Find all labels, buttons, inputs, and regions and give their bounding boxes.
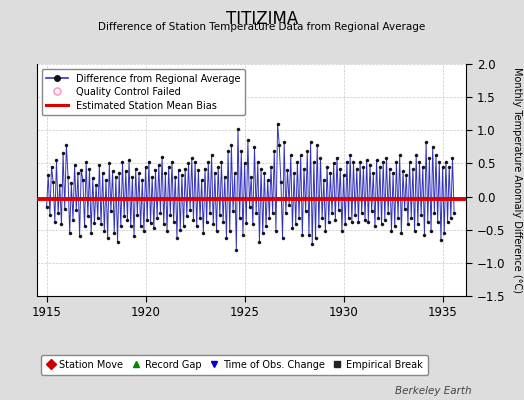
Text: Berkeley Earth: Berkeley Earth bbox=[395, 386, 472, 396]
Y-axis label: Monthly Temperature Anomaly Difference (°C): Monthly Temperature Anomaly Difference (… bbox=[512, 67, 522, 293]
Text: TITIZIMA: TITIZIMA bbox=[226, 10, 298, 28]
Legend: Station Move, Record Gap, Time of Obs. Change, Empirical Break: Station Move, Record Gap, Time of Obs. C… bbox=[41, 355, 428, 375]
Text: Difference of Station Temperature Data from Regional Average: Difference of Station Temperature Data f… bbox=[99, 22, 425, 32]
